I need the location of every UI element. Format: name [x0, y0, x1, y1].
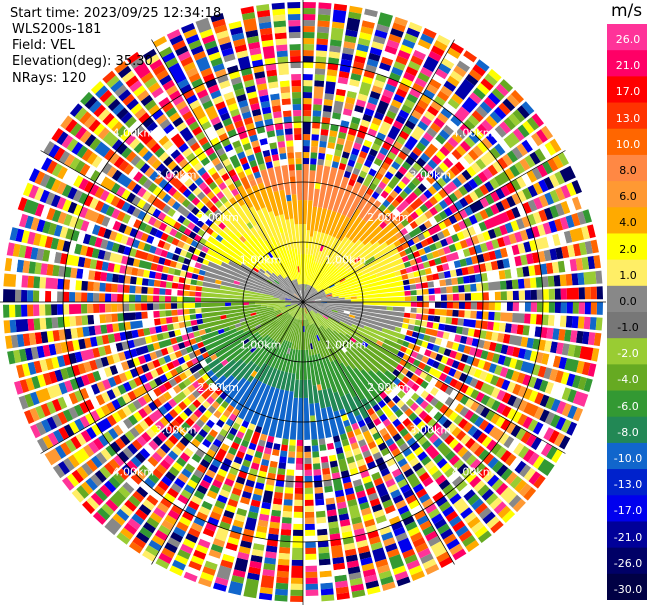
- range-ring-label: 2.00km: [197, 381, 239, 394]
- colorbar-segment: [607, 338, 647, 365]
- colorbar-tick-label: 8.0: [619, 164, 637, 177]
- colorbar-segment: [607, 102, 647, 130]
- range-ring-label: 2.00km: [197, 211, 239, 224]
- colorbar-tick-label: 13.0: [615, 111, 641, 125]
- azimuth-spoke: [151, 301, 304, 565]
- colorbar-segment: [607, 416, 647, 444]
- velocity-gates: [10, 8, 603, 581]
- range-ring-labels: 1.00km 1.00km 1.00km 1.00km 2.00km 2.00km 2.00…: [113, 126, 494, 478]
- range-ring-label: 1.00km: [325, 338, 367, 351]
- site-name: WLS200s-181: [12, 22, 102, 37]
- colorbar-segment: [607, 547, 647, 575]
- colorbar-tick-label: 2.0: [619, 242, 637, 256]
- colorbar-segment: [607, 285, 647, 313]
- colorbar-segment: [607, 181, 647, 208]
- range-ring-label: 4.00km: [113, 466, 155, 479]
- colorbar-tick-label: -21.0: [613, 530, 643, 544]
- range-ring-label: 1.00km: [240, 338, 282, 351]
- azimuth-spoke: [40, 301, 304, 454]
- colorbar-segment: [607, 50, 647, 77]
- colorbar-tick-label: 6.0: [619, 190, 637, 204]
- colorbar-segment: [607, 207, 647, 234]
- colorbar-tick-label: -13.0: [613, 478, 643, 492]
- azimuth-spoke: [302, 150, 566, 303]
- range-ring-label: 3.00km: [409, 169, 451, 182]
- velocity-gates: [34, 14, 591, 590]
- azimuth-spoke: [302, 301, 455, 565]
- colorbar-tick-label: 4.0: [619, 216, 637, 230]
- range-ring-label: 3.00km: [155, 423, 197, 436]
- velocity-gates: [204, 356, 378, 419]
- colorbar-segment: [607, 364, 647, 392]
- colorbar-tick-label: 26.0: [615, 33, 641, 47]
- colorbar-segment: [607, 233, 647, 261]
- colorbar-tick-label: -26.0: [613, 556, 643, 570]
- colorbar-tick-label: 21.0: [615, 59, 641, 73]
- colorbar-tick-label: 17.0: [615, 85, 641, 99]
- colorbar-segment: [607, 24, 647, 51]
- range-ring-label: 1.00km: [325, 254, 367, 267]
- colorbar-tick-label: -6.0: [617, 399, 639, 413]
- range-ring-label: 3.00km: [409, 423, 451, 436]
- colorbar-tick-label: 0.0: [619, 294, 637, 308]
- elevation: Elevation(deg): 35.30: [12, 54, 153, 69]
- range-ring-label: 2.00km: [367, 211, 409, 224]
- colorbar-segment: [607, 521, 647, 549]
- azimuth-spoke: [302, 39, 455, 303]
- colorbar-tick-label: -17.0: [613, 504, 643, 518]
- colorbar-tick-label: -2.0: [617, 347, 639, 361]
- colorbar-segment: [607, 495, 647, 522]
- colorbar-tick-label: -30.0: [613, 582, 643, 596]
- range-ring-label: 1.00km: [240, 254, 282, 267]
- range-ring-label: 3.00km: [155, 169, 197, 182]
- velocity-gates: [249, 164, 392, 225]
- colorbar-segment: [607, 259, 647, 287]
- field-name: Field: VEL: [12, 38, 75, 53]
- colorbar-segment: [607, 390, 647, 418]
- range-ring-label: 4.00km: [452, 126, 494, 139]
- range-ring-label: 4.00km: [113, 126, 155, 139]
- colorbar-tick-label: -10.0: [613, 452, 643, 465]
- nrays: NRays: 120: [12, 71, 87, 86]
- range-ring-label: 4.00km: [452, 466, 494, 479]
- range-ring-label: 2.00km: [367, 381, 409, 394]
- colorbar-tick-label: -4.0: [617, 373, 639, 387]
- azimuth-spokes: [0, 0, 606, 605]
- colorbar-segment: [607, 469, 647, 496]
- start-time: Start time: 2023/09/25 12:34:18: [10, 6, 222, 21]
- azimuth-spoke: [302, 301, 566, 454]
- colorbar-tick-label: 1.0: [619, 268, 637, 282]
- colorbar-tick-label: -8.0: [617, 425, 639, 439]
- colorbar-unit: m/s: [611, 1, 643, 21]
- azimuth-spoke: [151, 39, 304, 303]
- velocity-gates: [9, 14, 604, 596]
- colorbar-segment: [607, 442, 647, 470]
- colorbar: [607, 24, 647, 600]
- colorbar-segment: [607, 128, 647, 156]
- colorbar-segment: [607, 312, 647, 339]
- colorbar-tick-label: 10.0: [615, 137, 641, 151]
- azimuth-spoke: [40, 150, 304, 303]
- velocity-gates: [24, 8, 588, 599]
- colorbar-tick-label: -1.0: [617, 321, 639, 335]
- colorbar-segment: [607, 573, 647, 600]
- colorbar-segment: [607, 154, 647, 182]
- velocity-gates: [209, 200, 406, 278]
- colorbar-segment: [607, 76, 647, 104]
